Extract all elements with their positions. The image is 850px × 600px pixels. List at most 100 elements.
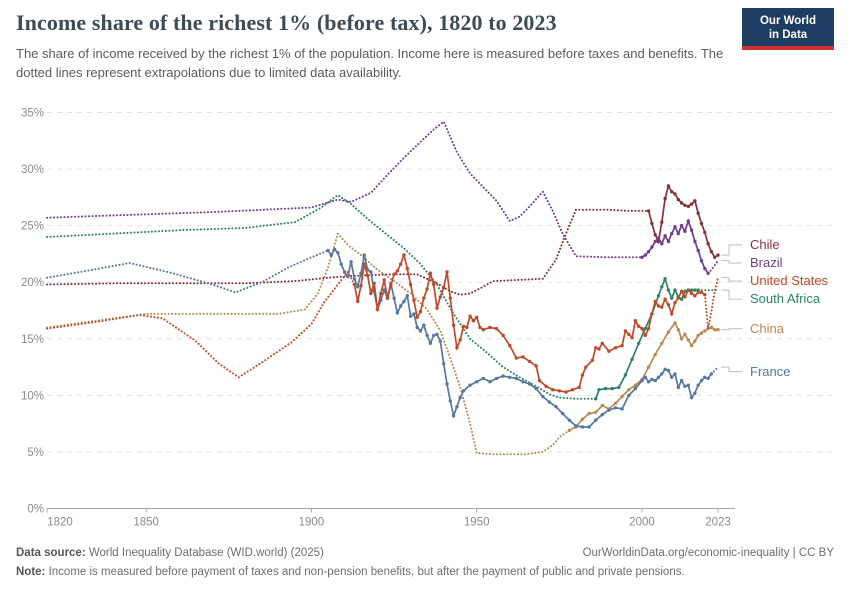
- series-line-france-dotted[interactable]: [46, 249, 329, 294]
- data-point-united-states: [580, 373, 585, 377]
- data-point-united-states: [372, 281, 376, 285]
- data-point-france: [521, 380, 525, 384]
- data-point-chile: [646, 209, 651, 213]
- series-line-france[interactable]: [327, 248, 713, 428]
- data-point-france: [693, 391, 697, 395]
- series-line-chile-dotted[interactable]: [46, 208, 650, 296]
- data-point-united-states: [630, 336, 634, 340]
- data-point-chile: [660, 220, 664, 224]
- data-point-united-states: [551, 388, 555, 392]
- data-point-france: [461, 389, 466, 393]
- data-point-united-states: [676, 296, 680, 300]
- data-point-france: [613, 406, 618, 410]
- data-point-united-states: [534, 364, 538, 368]
- data-point-china: [703, 329, 707, 333]
- data-point-south-africa: [594, 397, 598, 401]
- data-point-united-states: [699, 290, 704, 295]
- data-point-chile: [689, 202, 694, 206]
- data-point-france: [412, 312, 416, 316]
- data-point-france: [686, 383, 690, 387]
- data-point-united-states: [607, 349, 611, 353]
- legend-connector-france: [721, 366, 742, 373]
- data-point-united-states: [442, 286, 446, 290]
- data-point-united-states: [369, 291, 373, 296]
- data-point-brazil: [673, 225, 677, 229]
- data-point-united-states: [365, 273, 370, 278]
- data-point-china: [613, 401, 618, 405]
- chart-subtitle: The share of income received by the rich…: [16, 46, 724, 80]
- series-line-united-states-dotted[interactable]: [703, 276, 719, 329]
- data-point-france: [488, 380, 492, 384]
- data-point-china: [713, 328, 717, 332]
- data-point-united-states: [385, 296, 390, 300]
- data-point-france: [580, 425, 585, 429]
- series-line-brazil-dotted[interactable]: [707, 259, 719, 275]
- data-point-brazil: [643, 253, 647, 257]
- data-point-france: [352, 277, 357, 281]
- owid-logo[interactable]: Our World in Data: [742, 8, 834, 50]
- data-point-france: [346, 274, 350, 279]
- data-point-china: [600, 403, 604, 408]
- data-point-france: [567, 418, 571, 422]
- data-point-united-states: [696, 290, 700, 295]
- data-point-france: [514, 376, 519, 381]
- data-point-france: [339, 262, 343, 266]
- data-point-france: [369, 270, 373, 274]
- data-point-united-states: [686, 288, 690, 292]
- series-line-china-dotted[interactable]: [46, 231, 571, 456]
- data-point-united-states: [537, 378, 542, 383]
- data-point-south-africa: [637, 341, 641, 345]
- y-axis-label-25: 25%: [21, 221, 44, 233]
- data-point-united-states: [600, 341, 604, 345]
- data-point-brazil: [650, 245, 654, 249]
- series-line-south-africa-dotted[interactable]: [46, 193, 597, 400]
- data-point-brazil: [679, 223, 684, 228]
- data-point-france: [574, 424, 578, 428]
- data-point-united-states: [408, 282, 413, 287]
- data-point-france: [673, 372, 677, 376]
- owid-link[interactable]: OurWorldinData.org/economic-inequality |…: [582, 547, 834, 559]
- data-point-united-states: [415, 315, 419, 319]
- data-point-brazil: [676, 231, 680, 236]
- legend-label-united-states[interactable]: United States: [750, 273, 829, 288]
- legend-label-south-africa[interactable]: South Africa: [750, 291, 821, 306]
- legend-label-china[interactable]: China: [750, 321, 784, 336]
- page-title: Income share of the richest 1% (before t…: [16, 10, 557, 35]
- data-source: Data source: World Inequality Database (…: [16, 547, 324, 559]
- data-point-united-states: [673, 300, 677, 305]
- series-line-france-dotted[interactable]: [710, 366, 719, 375]
- data-point-france: [451, 414, 456, 418]
- data-point-france: [643, 375, 647, 379]
- data-point-united-states: [623, 329, 628, 333]
- data-point-france: [438, 339, 442, 343]
- data-point-france: [620, 407, 624, 411]
- series-line-brazil-dotted[interactable]: [46, 120, 643, 259]
- data-point-united-states: [564, 390, 568, 394]
- series-line-united-states[interactable]: [353, 252, 706, 393]
- series-line-united-states-dotted[interactable]: [46, 270, 356, 379]
- data-point-france: [547, 400, 552, 404]
- data-point-united-states: [693, 294, 697, 298]
- data-point-china: [660, 341, 664, 345]
- data-point-china: [689, 343, 694, 348]
- legend-label-brazil[interactable]: Brazil: [750, 255, 783, 270]
- data-point-united-states: [375, 307, 380, 312]
- legend-label-france[interactable]: France: [750, 364, 791, 379]
- legend-label-chile[interactable]: Chile: [750, 237, 780, 252]
- data-point-chile: [713, 255, 717, 259]
- data-point-south-africa: [660, 285, 664, 289]
- data-point-france: [442, 362, 446, 366]
- data-point-chile: [676, 197, 680, 202]
- data-point-brazil: [686, 219, 690, 223]
- data-point-united-states: [468, 314, 472, 318]
- y-axis-label-10: 10%: [21, 390, 44, 402]
- series-line-chile[interactable]: [647, 183, 719, 259]
- data-point-chile: [703, 230, 707, 235]
- data-point-united-states: [438, 295, 442, 299]
- data-point-united-states: [392, 272, 396, 276]
- data-point-chile: [666, 184, 671, 188]
- data-point-china: [699, 331, 704, 335]
- data-point-united-states: [508, 343, 512, 348]
- data-point-china: [653, 352, 657, 357]
